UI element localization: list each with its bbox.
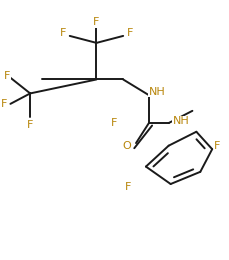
Text: NH: NH — [149, 87, 166, 97]
Text: F: F — [4, 71, 10, 81]
Text: F: F — [127, 28, 134, 38]
Text: NH: NH — [173, 116, 189, 126]
Text: F: F — [93, 17, 100, 27]
Text: F: F — [60, 28, 66, 38]
Text: F: F — [214, 141, 221, 151]
Text: F: F — [125, 183, 131, 192]
Text: F: F — [1, 99, 8, 109]
Text: O: O — [122, 141, 131, 151]
Text: F: F — [111, 118, 117, 128]
Text: F: F — [27, 120, 33, 129]
